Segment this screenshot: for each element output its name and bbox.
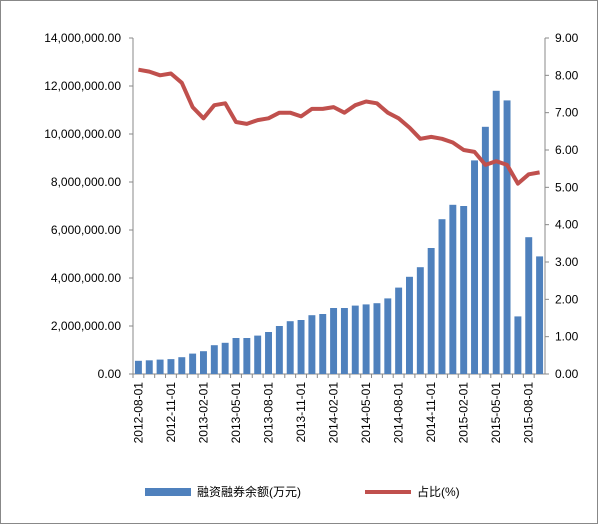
y2-tick-label: 1.00 <box>555 330 579 344</box>
x-tick-label: 2015-02-01 <box>457 382 471 444</box>
bar <box>395 287 403 374</box>
bar <box>167 359 175 374</box>
x-tick-label: 2013-11-01 <box>294 382 308 443</box>
bar <box>243 338 251 374</box>
x-tick-label: 2015-05-01 <box>489 382 503 444</box>
bar <box>275 326 283 374</box>
bar <box>286 321 294 374</box>
y2-tick-label: 7.00 <box>555 106 579 120</box>
bar <box>134 360 142 374</box>
y2-tick-label: 5.00 <box>555 180 579 194</box>
bar <box>449 204 457 374</box>
y-tick-label: 6,000,000.00 <box>51 223 121 237</box>
y2-tick-label: 6.00 <box>555 143 579 157</box>
x-tick-label: 2012-08-01 <box>131 382 145 444</box>
legend-swatch <box>145 488 191 496</box>
bar <box>492 90 500 375</box>
bar <box>362 304 370 374</box>
bar <box>373 303 381 374</box>
y2-tick-label: 4.00 <box>555 218 579 232</box>
x-tick-label: 2014-02-01 <box>327 382 341 444</box>
bar <box>416 267 424 374</box>
y2-tick-label: 9.00 <box>555 31 579 45</box>
y-tick-label: 12,000,000.00 <box>44 79 121 93</box>
bar <box>319 314 327 374</box>
bar <box>308 315 316 374</box>
line <box>138 67 540 186</box>
bar <box>471 160 478 374</box>
bar <box>221 342 229 374</box>
legend-label: 融资融券余额(万元) <box>197 484 301 499</box>
bar <box>330 308 338 374</box>
x-tick-label: 2013-08-01 <box>262 382 276 444</box>
bar <box>514 316 522 374</box>
y2-tick-label: 3.00 <box>555 255 579 269</box>
bar <box>254 335 262 374</box>
y2-tick-label: 2.00 <box>555 292 579 306</box>
bar <box>178 357 186 374</box>
bar <box>427 248 435 374</box>
bar <box>156 359 164 374</box>
x-tick-label: 2015-08-01 <box>522 382 536 444</box>
y-tick-label: 8,000,000.00 <box>51 175 121 189</box>
bar <box>525 237 533 374</box>
bar <box>232 338 240 374</box>
x-tick-label: 2012-11-01 <box>164 382 178 443</box>
bar <box>406 276 413 374</box>
bar <box>536 256 544 374</box>
x-tick-label: 2014-05-01 <box>359 382 373 444</box>
bar <box>297 320 305 374</box>
bar <box>481 126 489 374</box>
bar <box>189 353 197 374</box>
y2-tick-label: 0.00 <box>555 367 579 381</box>
y2-tick-label: 8.00 <box>555 68 579 82</box>
x-tick-label: 2014-08-01 <box>392 382 406 444</box>
bar <box>351 305 359 374</box>
bar <box>438 219 446 374</box>
x-tick-label: 2014-11-01 <box>424 382 438 443</box>
legend-label: 占比(%) <box>417 484 460 499</box>
bar <box>503 100 511 375</box>
bar <box>460 206 468 374</box>
x-tick-label: 2013-02-01 <box>196 382 210 444</box>
bar <box>340 308 348 374</box>
x-tick-label: 2013-05-01 <box>229 382 243 444</box>
bar <box>210 345 218 374</box>
y-tick-label: 14,000,000.00 <box>44 31 121 45</box>
y-tick-label: 2,000,000.00 <box>51 319 121 333</box>
bar <box>265 332 272 374</box>
bar <box>384 298 392 374</box>
y-tick-label: 0.00 <box>98 367 122 381</box>
bar <box>145 360 153 374</box>
y-tick-label: 10,000,000.00 <box>44 127 121 141</box>
bar <box>200 351 207 374</box>
y-tick-label: 4,000,000.00 <box>51 271 121 285</box>
